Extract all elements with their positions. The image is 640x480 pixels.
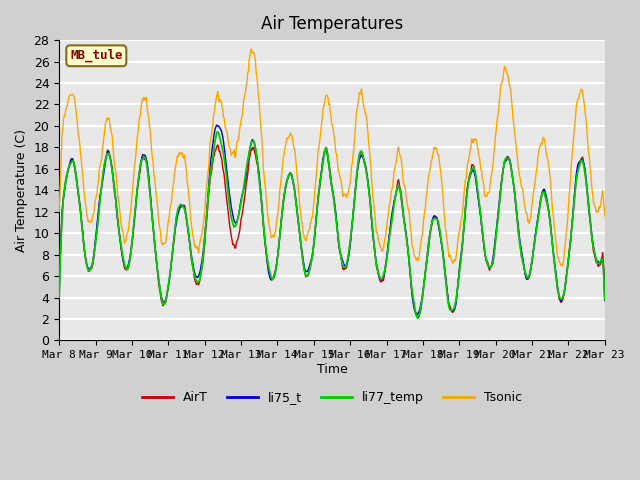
X-axis label: Time: Time (317, 363, 348, 376)
Text: MB_tule: MB_tule (70, 49, 123, 62)
Title: Air Temperatures: Air Temperatures (261, 15, 403, 33)
Legend: AirT, li75_t, li77_temp, Tsonic: AirT, li75_t, li77_temp, Tsonic (137, 386, 527, 409)
Y-axis label: Air Temperature (C): Air Temperature (C) (15, 129, 28, 252)
